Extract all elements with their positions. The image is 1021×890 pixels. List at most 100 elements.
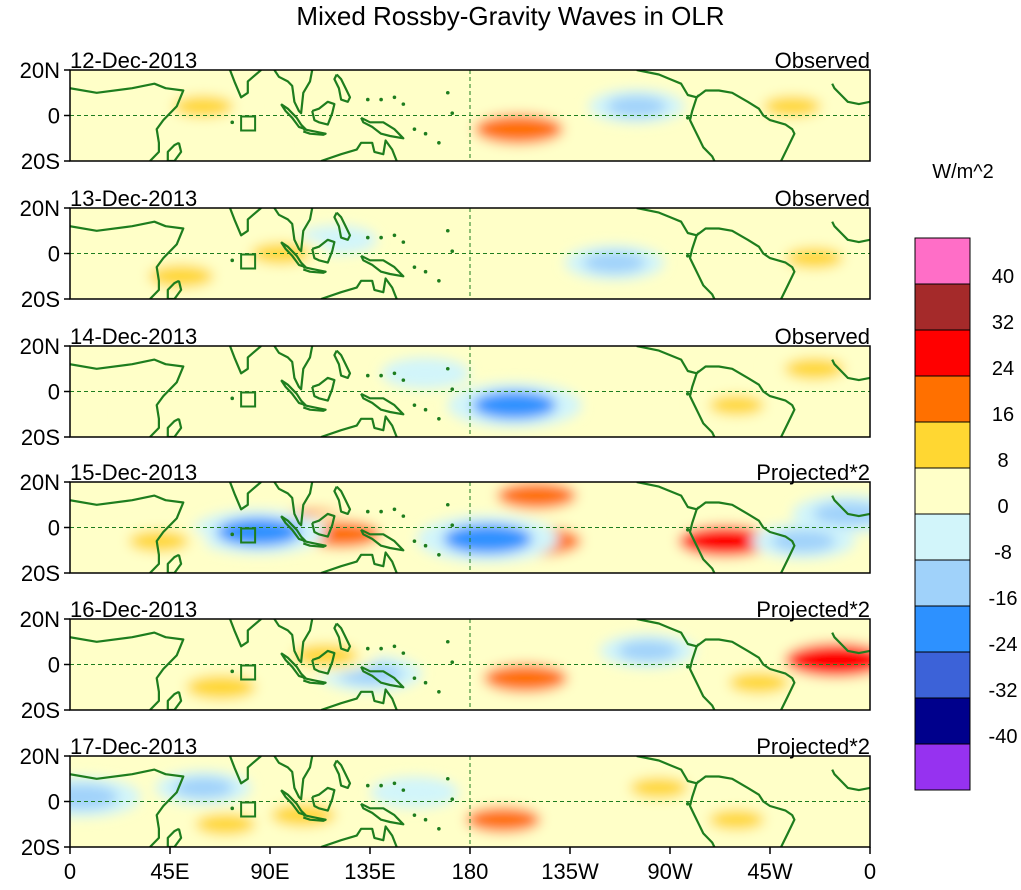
colorbar-level-label: 8 <box>997 450 1008 472</box>
anomaly-contour <box>443 524 533 554</box>
region-box <box>240 115 257 132</box>
x-tick-label: 135W <box>541 859 599 884</box>
anomaly-contour <box>111 637 162 656</box>
anomaly-contour <box>472 391 557 420</box>
panel-date: 16-Dec-2013 <box>70 597 197 622</box>
colorbar-level-label: -32 <box>989 680 1018 702</box>
y-tick-label: 0 <box>48 790 60 815</box>
map-panel: 20N 0 20S 16-Dec-2013 Projected*2 <box>20 597 871 723</box>
x-tick-label: 0 <box>64 859 76 884</box>
colorbar-swatch <box>914 743 971 791</box>
map-panel: 20N 0 20S 15-Dec-2013 Projected*2 <box>20 460 871 586</box>
y-tick-label: 0 <box>48 104 60 129</box>
anomaly-contour <box>173 777 234 799</box>
anomaly-contour <box>148 265 214 288</box>
region-box <box>240 391 257 408</box>
anomaly-contour <box>606 95 667 117</box>
panel-kind: Projected*2 <box>756 460 870 485</box>
panel-kind: Projected*2 <box>756 734 870 759</box>
map-panel: 20N 0 20S 12-Dec-2013 Observed <box>20 48 871 174</box>
colorbar-swatch <box>914 421 971 469</box>
anomaly-contour <box>466 807 541 833</box>
anomaly-contour <box>186 675 256 700</box>
colorbar-swatch <box>914 651 971 699</box>
colorbar-swatch <box>914 329 971 377</box>
colorbar-swatch <box>914 375 971 423</box>
region-box <box>240 801 257 818</box>
x-tick-label: 45W <box>747 859 792 884</box>
anomaly-contour <box>785 247 844 269</box>
anomaly-contour <box>490 222 539 240</box>
region-box <box>240 664 257 681</box>
chart-title: Mixed Rossby-Gravity Waves in OLR <box>296 1 725 31</box>
anomaly-contour <box>709 809 765 830</box>
y-tick-label: 20S <box>21 561 60 586</box>
anomaly-contour <box>397 363 454 384</box>
y-tick-label: 20S <box>21 835 60 860</box>
y-tick-label: 20N <box>20 744 60 769</box>
colorbar-swatch <box>914 697 971 745</box>
coastlines <box>70 756 870 847</box>
panel-date: 12-Dec-2013 <box>70 48 197 73</box>
colorbar-level-label: -40 <box>989 726 1018 748</box>
anomaly-contour <box>770 529 836 553</box>
panel-kind: Projected*2 <box>756 597 870 622</box>
anomaly-contour <box>785 643 870 677</box>
panel-date: 14-Dec-2013 <box>70 324 197 349</box>
region-box <box>240 253 257 270</box>
anomaly-contour <box>784 358 845 380</box>
x-tick-label: 0 <box>864 859 876 884</box>
y-tick-label: 20S <box>21 287 60 312</box>
y-tick-label: 20N <box>20 58 60 83</box>
anomaly-contour <box>599 368 652 388</box>
anomaly-contour <box>322 133 373 152</box>
x-tick-label: 135E <box>344 859 395 884</box>
colorbar-level-label: -8 <box>994 542 1012 564</box>
anomaly-contour <box>474 114 564 144</box>
colorbar-swatch <box>914 513 971 561</box>
colorbar-swatch <box>914 467 971 515</box>
panel-kind: Observed <box>775 48 870 73</box>
coastlines <box>70 619 870 710</box>
colorbar-level-label: 32 <box>992 312 1014 334</box>
y-tick-label: 20S <box>21 149 60 174</box>
y-tick-label: 0 <box>48 242 60 267</box>
anomaly-contour <box>617 640 678 662</box>
colorbar-level-label: 16 <box>992 404 1014 426</box>
panel-date: 13-Dec-2013 <box>70 186 197 211</box>
coastlines <box>70 482 870 573</box>
anomaly-contour <box>483 664 568 693</box>
y-tick-label: 20N <box>20 334 60 359</box>
anomaly-contour <box>583 251 646 274</box>
anomaly-contour <box>111 124 162 143</box>
colorbar-swatch <box>914 559 971 607</box>
y-tick-label: 20N <box>20 607 60 632</box>
anomaly-contour <box>70 784 119 810</box>
anomaly-contour <box>763 96 822 117</box>
anomaly-contour <box>812 501 870 526</box>
y-tick-label: 0 <box>48 653 60 678</box>
colorbar-level-label: -24 <box>989 634 1018 656</box>
map-panel: 20N 0 20S 13-Dec-2013 Observed <box>20 186 871 312</box>
colorbar-level-label: 0 <box>997 496 1008 518</box>
colorbar-swatch <box>914 605 971 653</box>
colorbar-level-label: 40 <box>992 266 1014 288</box>
anomaly-contour <box>216 518 301 547</box>
anomaly-contour <box>630 777 688 798</box>
x-tick-label: 90W <box>647 859 692 884</box>
colorbar-units: W/m^2 <box>932 161 994 183</box>
y-tick-label: 20S <box>21 698 60 723</box>
y-tick-label: 20N <box>20 470 60 495</box>
panel-kind: Observed <box>775 186 870 211</box>
map-panel: 20N 0 20S 14-Dec-2013 Observed <box>20 324 871 450</box>
anomaly-contour <box>678 525 773 557</box>
colorbar-swatch <box>914 237 971 285</box>
x-tick-label: 90E <box>250 859 289 884</box>
x-tick-label: 45E <box>150 859 189 884</box>
anomaly-contour <box>386 782 443 803</box>
coastlines <box>70 70 870 161</box>
anomaly-contour <box>128 530 189 552</box>
map-panel: 20N 0 20S 17-Dec-2013 Projected*2 <box>20 734 871 860</box>
anomaly-contour <box>497 482 577 509</box>
